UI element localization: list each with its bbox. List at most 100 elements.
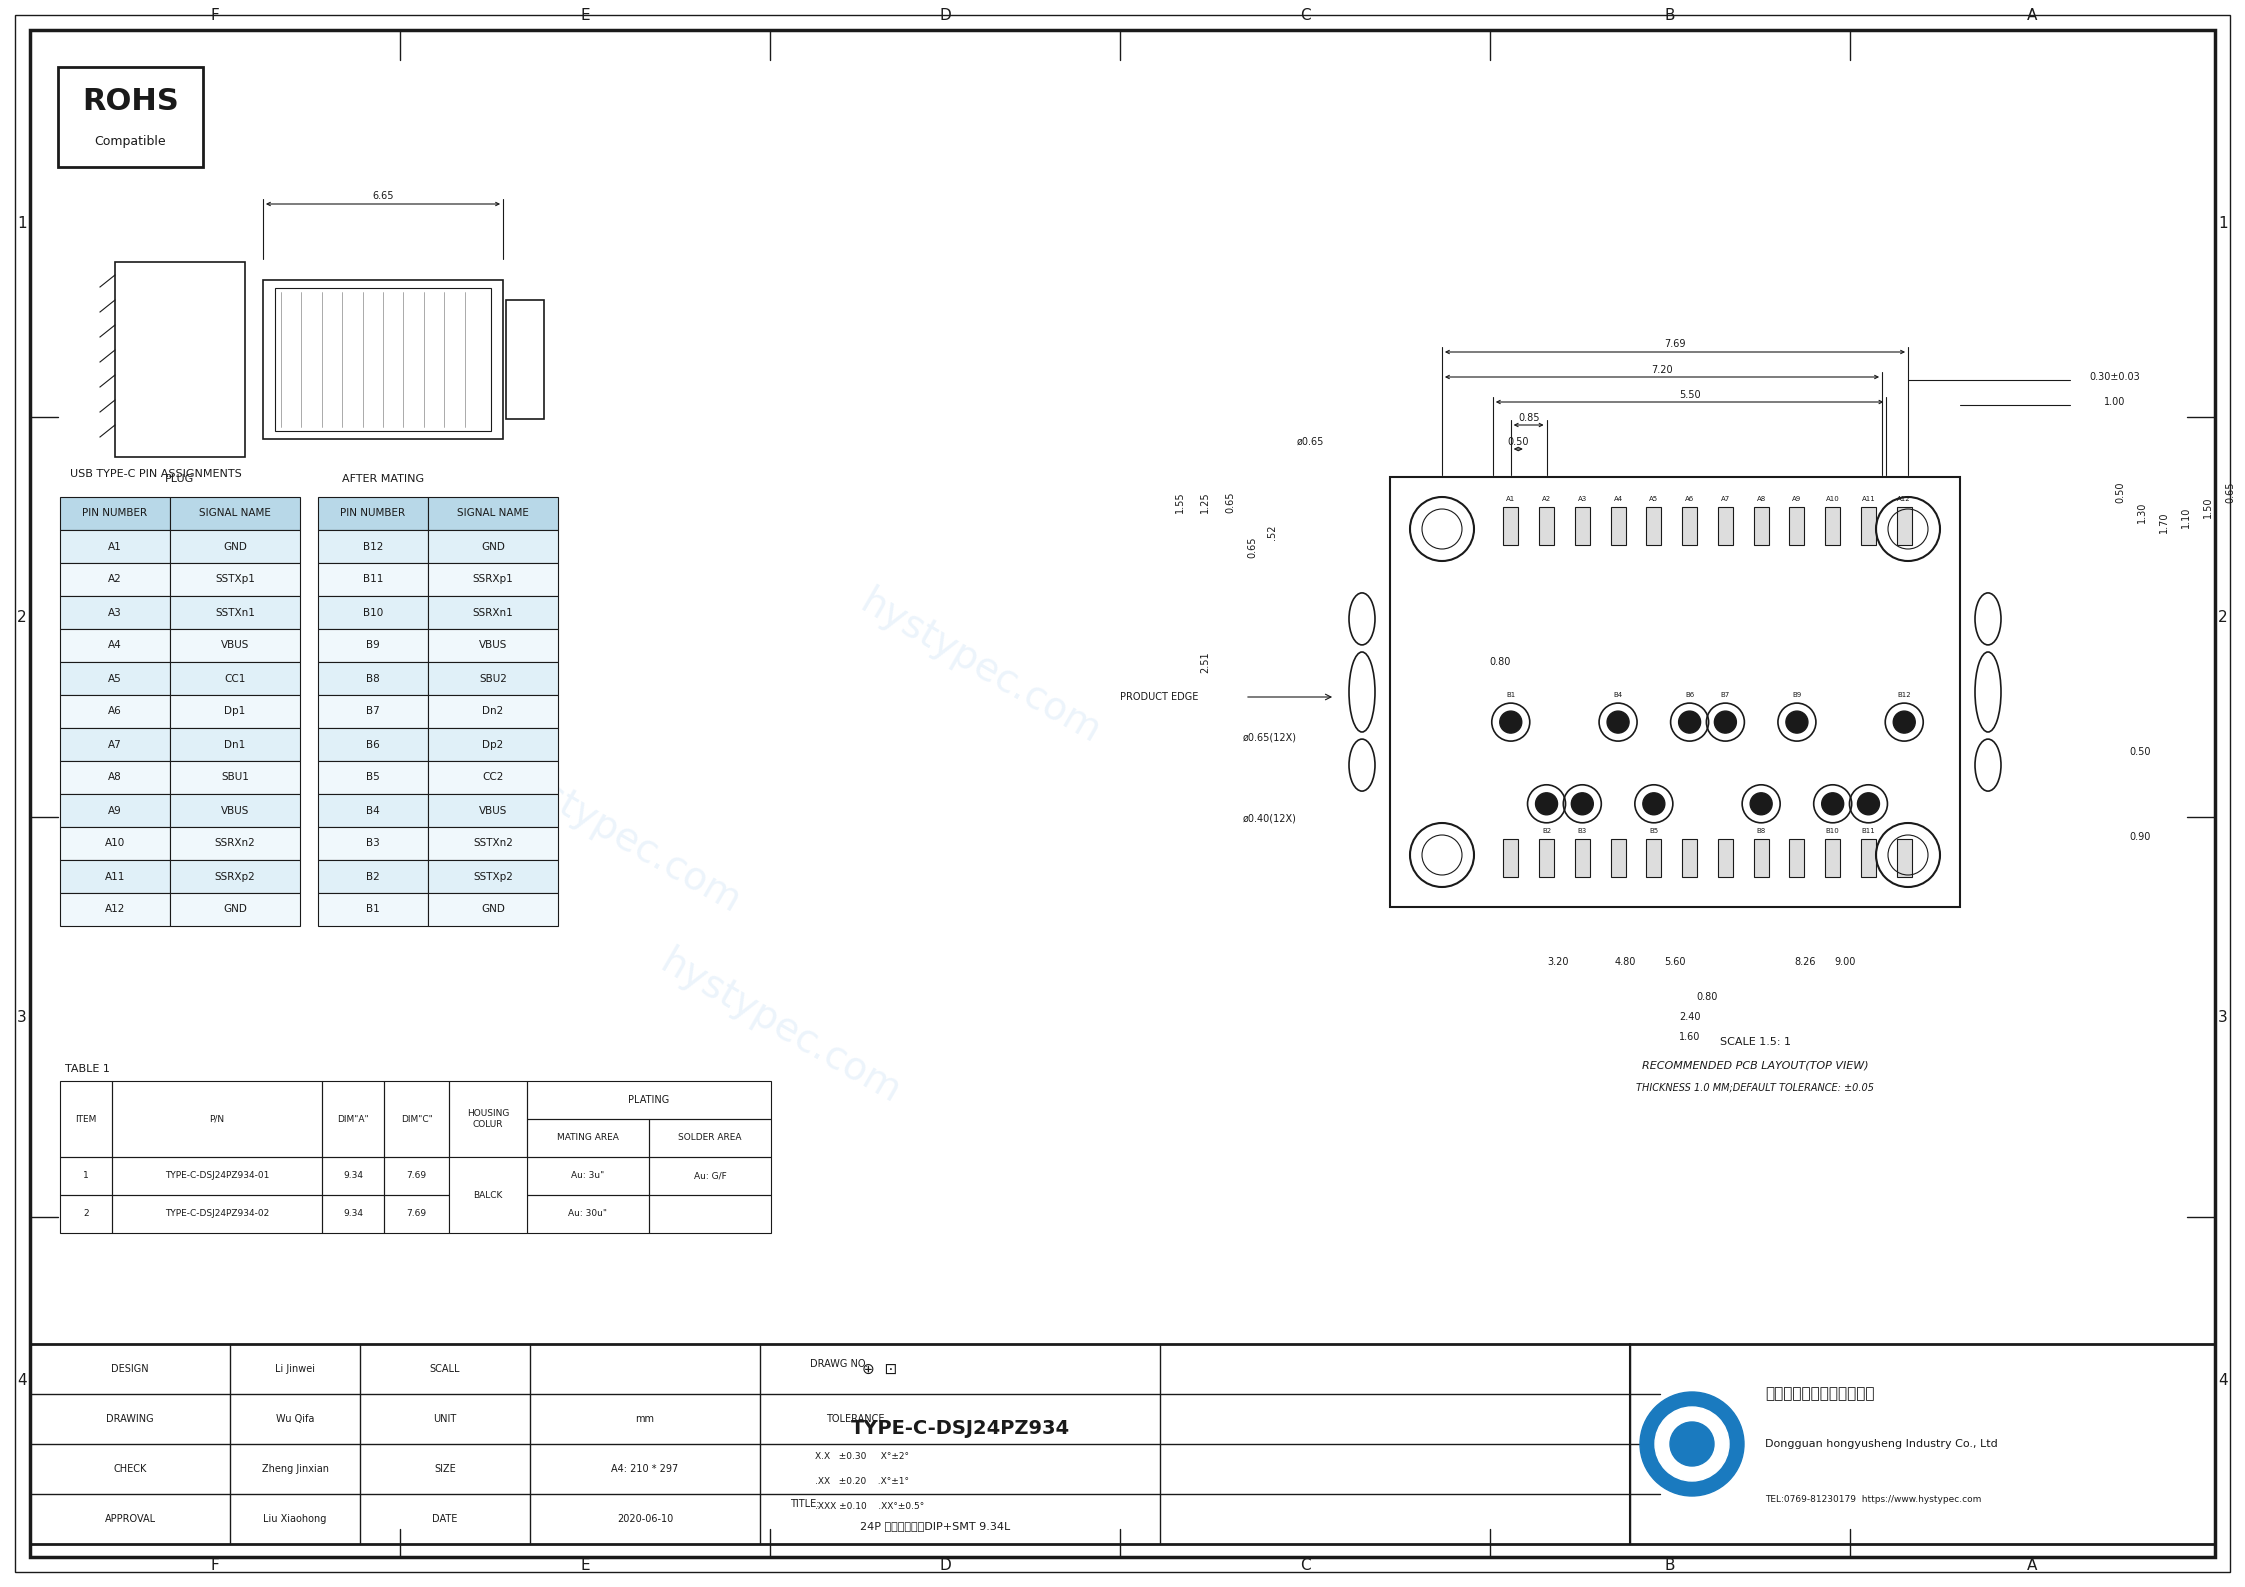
Text: A: A xyxy=(2027,1557,2038,1573)
Bar xyxy=(171,695,301,728)
Text: B12: B12 xyxy=(1897,692,1910,698)
Text: 5.60: 5.60 xyxy=(1664,957,1686,966)
Text: 2.40: 2.40 xyxy=(1679,1013,1699,1022)
Bar xyxy=(61,497,171,530)
Text: A3: A3 xyxy=(1578,497,1587,501)
Text: DRAWG NO.: DRAWG NO. xyxy=(810,1358,869,1370)
Bar xyxy=(171,563,301,597)
Circle shape xyxy=(1572,794,1594,814)
Text: SBU2: SBU2 xyxy=(478,673,507,684)
Bar xyxy=(319,662,429,695)
Bar xyxy=(1789,840,1805,878)
Text: C: C xyxy=(1300,1557,1311,1573)
Bar xyxy=(321,1081,384,1157)
Text: 1.60: 1.60 xyxy=(1679,1032,1699,1043)
Bar xyxy=(429,827,559,860)
Text: A8: A8 xyxy=(1756,497,1767,501)
Text: VBUS: VBUS xyxy=(220,806,249,816)
Bar xyxy=(1753,840,1769,878)
Circle shape xyxy=(1787,711,1807,733)
Bar xyxy=(114,262,245,457)
Text: SOLDER AREA: SOLDER AREA xyxy=(678,1133,741,1143)
Text: hystypec.com: hystypec.com xyxy=(653,943,907,1111)
Text: P/N: P/N xyxy=(209,1114,224,1124)
Text: TYPE-C-DSJ24PZ934-02: TYPE-C-DSJ24PZ934-02 xyxy=(164,1209,269,1219)
Text: C: C xyxy=(1300,8,1311,22)
Text: DESIGN: DESIGN xyxy=(112,1363,148,1374)
Text: Wu Qifa: Wu Qifa xyxy=(276,1414,314,1424)
Text: DIM"C": DIM"C" xyxy=(400,1114,433,1124)
Bar xyxy=(1682,840,1697,878)
Text: B1: B1 xyxy=(1506,692,1515,698)
Text: DRAWING: DRAWING xyxy=(106,1414,155,1424)
Text: SSTXn1: SSTXn1 xyxy=(216,608,256,617)
Bar xyxy=(61,893,171,925)
Text: A10: A10 xyxy=(1825,497,1839,501)
Text: SSRXn2: SSRXn2 xyxy=(216,838,256,849)
Bar xyxy=(321,1195,384,1233)
Text: A9: A9 xyxy=(1792,497,1800,501)
Text: 3: 3 xyxy=(2218,1009,2227,1025)
Bar xyxy=(1646,506,1661,544)
Bar xyxy=(649,1119,770,1157)
Text: A11: A11 xyxy=(1861,497,1875,501)
Bar xyxy=(1825,840,1841,878)
Text: 3: 3 xyxy=(18,1009,27,1025)
Text: 9.34: 9.34 xyxy=(343,1209,364,1219)
Circle shape xyxy=(1655,1408,1729,1481)
Bar xyxy=(449,1157,528,1233)
Text: A5: A5 xyxy=(1650,497,1659,501)
Text: TOLERANCE: TOLERANCE xyxy=(826,1414,885,1424)
Text: Liu Xiaohong: Liu Xiaohong xyxy=(263,1514,328,1524)
Text: Dn2: Dn2 xyxy=(483,706,503,716)
Text: 0.80: 0.80 xyxy=(1488,657,1511,667)
Text: A4: A4 xyxy=(1614,497,1623,501)
Text: UNIT: UNIT xyxy=(433,1414,456,1424)
Text: SSRXp1: SSRXp1 xyxy=(474,574,514,584)
Text: TYPE-C-DSJ24PZ934-01: TYPE-C-DSJ24PZ934-01 xyxy=(164,1171,269,1181)
Text: X.X   ±0.30     X°±2°: X.X ±0.30 X°±2° xyxy=(815,1452,909,1462)
Bar xyxy=(528,1081,770,1119)
Bar xyxy=(429,530,559,563)
Bar xyxy=(1610,840,1625,878)
Bar xyxy=(429,695,559,728)
Text: CHECK: CHECK xyxy=(112,1463,146,1474)
Text: 0.50: 0.50 xyxy=(2128,747,2151,757)
Text: 1.10: 1.10 xyxy=(2180,506,2191,528)
Text: D: D xyxy=(938,8,952,22)
Text: A10: A10 xyxy=(106,838,126,849)
Bar xyxy=(1861,840,1877,878)
Text: 1: 1 xyxy=(18,216,27,232)
Text: B6: B6 xyxy=(1686,692,1695,698)
Text: A1: A1 xyxy=(108,541,121,552)
Bar xyxy=(1646,840,1661,878)
Text: 7.20: 7.20 xyxy=(1650,365,1673,375)
Text: PIN NUMBER: PIN NUMBER xyxy=(341,508,406,519)
Text: TYPE-C-DSJ24PZ934: TYPE-C-DSJ24PZ934 xyxy=(851,1419,1069,1438)
Bar xyxy=(528,1195,649,1233)
Text: A12: A12 xyxy=(1897,497,1910,501)
Text: TABLE 1: TABLE 1 xyxy=(65,1063,110,1074)
Text: B2: B2 xyxy=(1542,828,1551,833)
Circle shape xyxy=(1893,711,1915,733)
Bar xyxy=(1897,506,1913,544)
Text: B10: B10 xyxy=(1825,828,1839,833)
Text: B6: B6 xyxy=(366,740,379,749)
Text: 0.65: 0.65 xyxy=(1246,536,1257,557)
Text: 2.51: 2.51 xyxy=(1201,651,1210,673)
Text: DIM"A": DIM"A" xyxy=(337,1114,368,1124)
Text: A2: A2 xyxy=(1542,497,1551,501)
Text: TITLE:: TITLE: xyxy=(790,1500,819,1509)
Bar xyxy=(429,563,559,597)
Circle shape xyxy=(1641,1392,1744,1497)
Text: 4: 4 xyxy=(2218,1373,2227,1389)
Text: 1: 1 xyxy=(2218,216,2227,232)
Bar xyxy=(1390,478,1960,908)
Bar xyxy=(1610,506,1625,544)
Text: A2: A2 xyxy=(108,574,121,584)
Text: F: F xyxy=(211,8,220,22)
Text: GND: GND xyxy=(222,541,247,552)
Text: A3: A3 xyxy=(108,608,121,617)
Text: 6.65: 6.65 xyxy=(373,190,393,202)
Bar xyxy=(171,728,301,762)
